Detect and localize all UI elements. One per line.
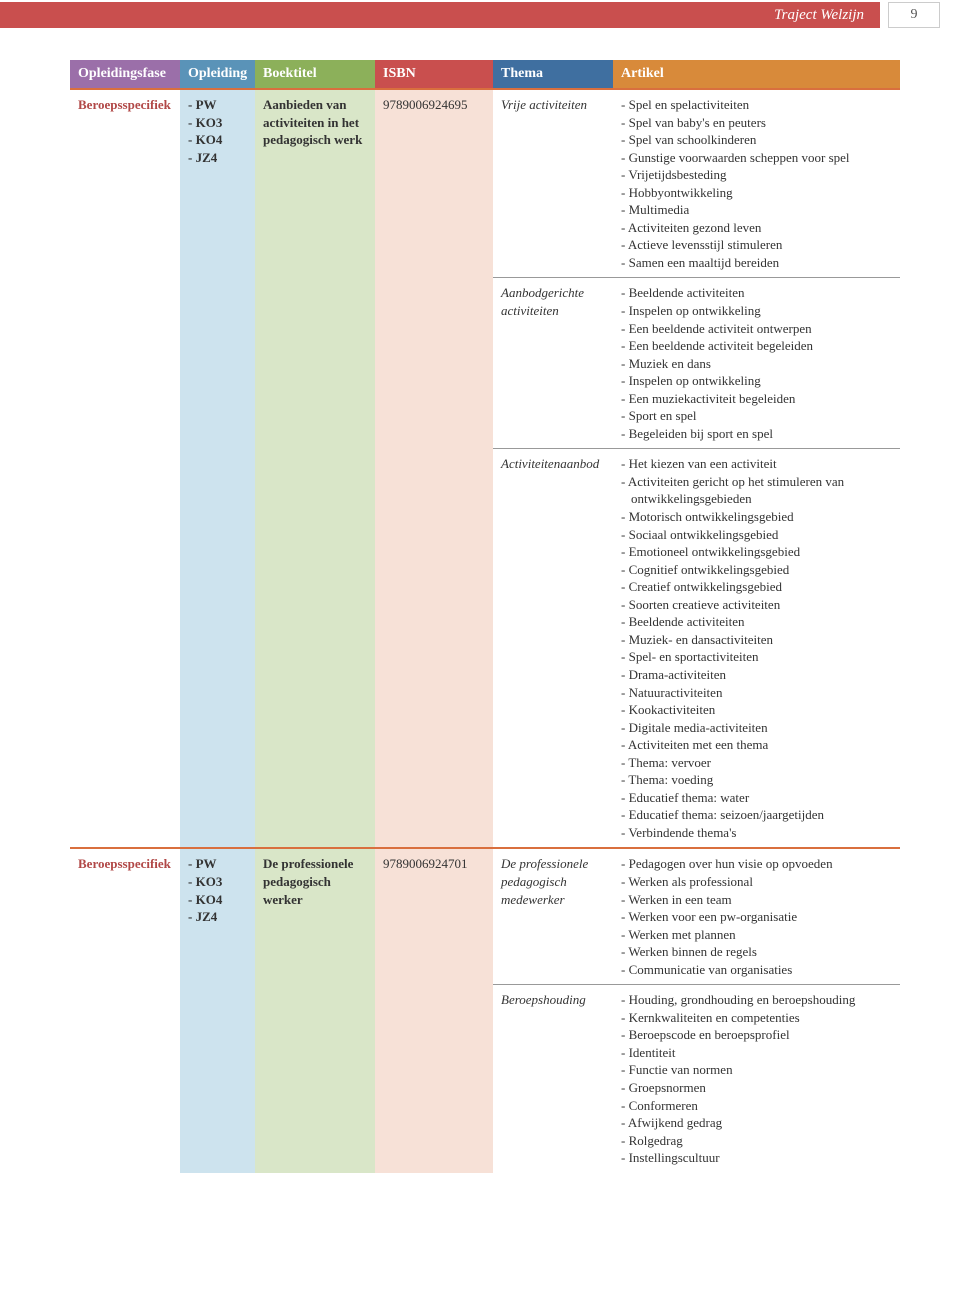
artikel-item: Creatief ontwikkelingsgebied xyxy=(621,578,892,596)
cell-opleidingsfase: Beroeps­specifiek xyxy=(70,848,180,1172)
artikel-item: Muziek- en dansactiviteiten xyxy=(621,631,892,649)
artikel-item: Groepsnormen xyxy=(621,1079,892,1097)
page-header: Traject Welzijn 9 xyxy=(0,0,960,30)
artikel-item: Een muziekactiviteit begeleiden xyxy=(621,390,892,408)
artikel-item: Werken met plannen xyxy=(621,926,892,944)
artikel-item: Afwijkend gedrag xyxy=(621,1114,892,1132)
artikel-item: Actieve levensstijl stimuleren xyxy=(621,236,892,254)
artikel-item: Kookactiviteiten xyxy=(621,701,892,719)
cell-boektitel: De professionele pedagogisch werker xyxy=(255,848,375,1172)
table-header-row: OpleidingsfaseOpleidingBoektitelISBNThem… xyxy=(70,60,900,89)
artikel-item: Spel van baby's en peuters xyxy=(621,114,892,132)
cell-artikel: Beeldende activiteitenInspelen op ontwik… xyxy=(613,278,900,449)
artikel-item: Vrijetijdsbesteding xyxy=(621,166,892,184)
artikel-item: Instellingscultuur xyxy=(621,1149,892,1167)
artikel-item: Beeldende activiteiten xyxy=(621,613,892,631)
cell-artikel: Houding, grondhouding en beroeps­houding… xyxy=(613,985,900,1173)
artikel-item: Conformeren xyxy=(621,1097,892,1115)
header-title-bar: Traject Welzijn xyxy=(0,2,880,28)
artikel-item: Thema: voeding xyxy=(621,771,892,789)
artikel-item: Werken in een team xyxy=(621,891,892,909)
artikel-item: Werken voor een pw-organisatie xyxy=(621,908,892,926)
opleiding-item: JZ4 xyxy=(188,908,247,926)
artikel-item: Het kiezen van een activiteit xyxy=(621,455,892,473)
artikel-item: Samen een maaltijd bereiden xyxy=(621,254,892,272)
artikel-item: Spel van schoolkinderen xyxy=(621,131,892,149)
col-opl: Opleiding xyxy=(180,60,255,89)
cell-opleiding: PWKO3KO4JZ4 xyxy=(180,89,255,848)
opleiding-item: KO3 xyxy=(188,873,247,891)
artikel-item: Sport en spel xyxy=(621,407,892,425)
artikel-item: Werken als professional xyxy=(621,873,892,891)
artikel-item: Gunstige voorwaarden scheppen voor spel xyxy=(621,149,892,167)
opleiding-item: KO4 xyxy=(188,891,247,909)
artikel-item: Cognitief ontwikkelingsgebied xyxy=(621,561,892,579)
opleiding-item: KO3 xyxy=(188,114,247,132)
artikel-item: Educatief thema: seizoen/jaargetijden xyxy=(621,806,892,824)
col-boek: Boektitel xyxy=(255,60,375,89)
table-row: Beroeps­specifiekPWKO3KO4JZ4Aanbieden va… xyxy=(70,89,900,278)
cell-thema: Vrije activiteiten xyxy=(493,89,613,278)
artikel-item: Werken binnen de regels xyxy=(621,943,892,961)
header-title: Traject Welzijn xyxy=(774,7,864,24)
artikel-item: Activiteiten gezond leven xyxy=(621,219,892,237)
artikel-item: Digitale media-activiteiten xyxy=(621,719,892,737)
artikel-item: Kernkwaliteiten en competenties xyxy=(621,1009,892,1027)
content-area: OpleidingsfaseOpleidingBoektitelISBNThem… xyxy=(0,60,960,1173)
artikel-item: Activiteiten gericht op het stimuleren v… xyxy=(621,473,892,508)
artikel-item: Inspelen op ontwikkeling xyxy=(621,302,892,320)
artikel-item: Activiteiten met een thema xyxy=(621,736,892,754)
opleiding-item: KO4 xyxy=(188,131,247,149)
artikel-item: Spel- en sportactiviteiten xyxy=(621,648,892,666)
col-art: Artikel xyxy=(613,60,900,89)
table-row: Beroeps­specifiekPWKO3KO4JZ4De professio… xyxy=(70,848,900,984)
artikel-item: Houding, grondhouding en beroeps­houding xyxy=(621,991,892,1009)
artikel-item: Multimedia xyxy=(621,201,892,219)
page-number-box: 9 xyxy=(888,2,940,28)
curriculum-table: OpleidingsfaseOpleidingBoektitelISBNThem… xyxy=(70,60,900,1173)
artikel-item: Inspelen op ontwikkeling xyxy=(621,372,892,390)
artikel-item: Beeldende activiteiten xyxy=(621,284,892,302)
cell-artikel: Spel en spelactiviteitenSpel van baby's … xyxy=(613,89,900,278)
artikel-item: Natuuractiviteiten xyxy=(621,684,892,702)
artikel-item: Functie van normen xyxy=(621,1061,892,1079)
artikel-item: Hobbyontwikkeling xyxy=(621,184,892,202)
cell-thema: Aanbodgerichte activiteiten xyxy=(493,278,613,449)
artikel-item: Soorten creatieve activiteiten xyxy=(621,596,892,614)
artikel-item: Verbindende thema's xyxy=(621,824,892,842)
artikel-item: Drama-activiteiten xyxy=(621,666,892,684)
artikel-item: Begeleiden bij sport en spel xyxy=(621,425,892,443)
opleiding-item: JZ4 xyxy=(188,149,247,167)
cell-artikel: Pedagogen over hun visie op opvoedenWerk… xyxy=(613,848,900,984)
cell-opleiding: PWKO3KO4JZ4 xyxy=(180,848,255,1172)
artikel-item: Identiteit xyxy=(621,1044,892,1062)
artikel-item: Muziek en dans xyxy=(621,355,892,373)
col-fase: Opleidingsfase xyxy=(70,60,180,89)
artikel-item: Rolgedrag xyxy=(621,1132,892,1150)
artikel-item: Pedagogen over hun visie op opvoeden xyxy=(621,855,892,873)
artikel-item: Emotioneel ontwikkelingsgebied xyxy=(621,543,892,561)
artikel-item: Een beeldende activiteit begeleiden xyxy=(621,337,892,355)
page-number: 9 xyxy=(911,7,918,23)
artikel-item: Sociaal ontwikkelingsgebied xyxy=(621,526,892,544)
opleiding-item: PW xyxy=(188,855,247,873)
artikel-item: Educatief thema: water xyxy=(621,789,892,807)
col-isbn: ISBN xyxy=(375,60,493,89)
cell-opleidingsfase: Beroeps­specifiek xyxy=(70,89,180,848)
cell-boektitel: Aanbieden van activiteiten in het pedago… xyxy=(255,89,375,848)
cell-isbn: 9789006924695 xyxy=(375,89,493,848)
artikel-item: Thema: vervoer xyxy=(621,754,892,772)
cell-thema: De professionele pedagogisch medewerker xyxy=(493,848,613,984)
cell-isbn: 9789006924701 xyxy=(375,848,493,1172)
cell-thema: Beroepshouding xyxy=(493,985,613,1173)
opleiding-item: PW xyxy=(188,96,247,114)
artikel-item: Een beeldende activiteit ontwerpen xyxy=(621,320,892,338)
cell-artikel: Het kiezen van een activiteitActiviteite… xyxy=(613,449,900,849)
artikel-item: Motorisch ontwikkelingsgebied xyxy=(621,508,892,526)
artikel-item: Beroepscode en beroepsprofiel xyxy=(621,1026,892,1044)
col-thema: Thema xyxy=(493,60,613,89)
artikel-item: Communicatie van organisaties xyxy=(621,961,892,979)
artikel-item: Spel en spelactiviteiten xyxy=(621,96,892,114)
cell-thema: Activiteiten­aanbod xyxy=(493,449,613,849)
